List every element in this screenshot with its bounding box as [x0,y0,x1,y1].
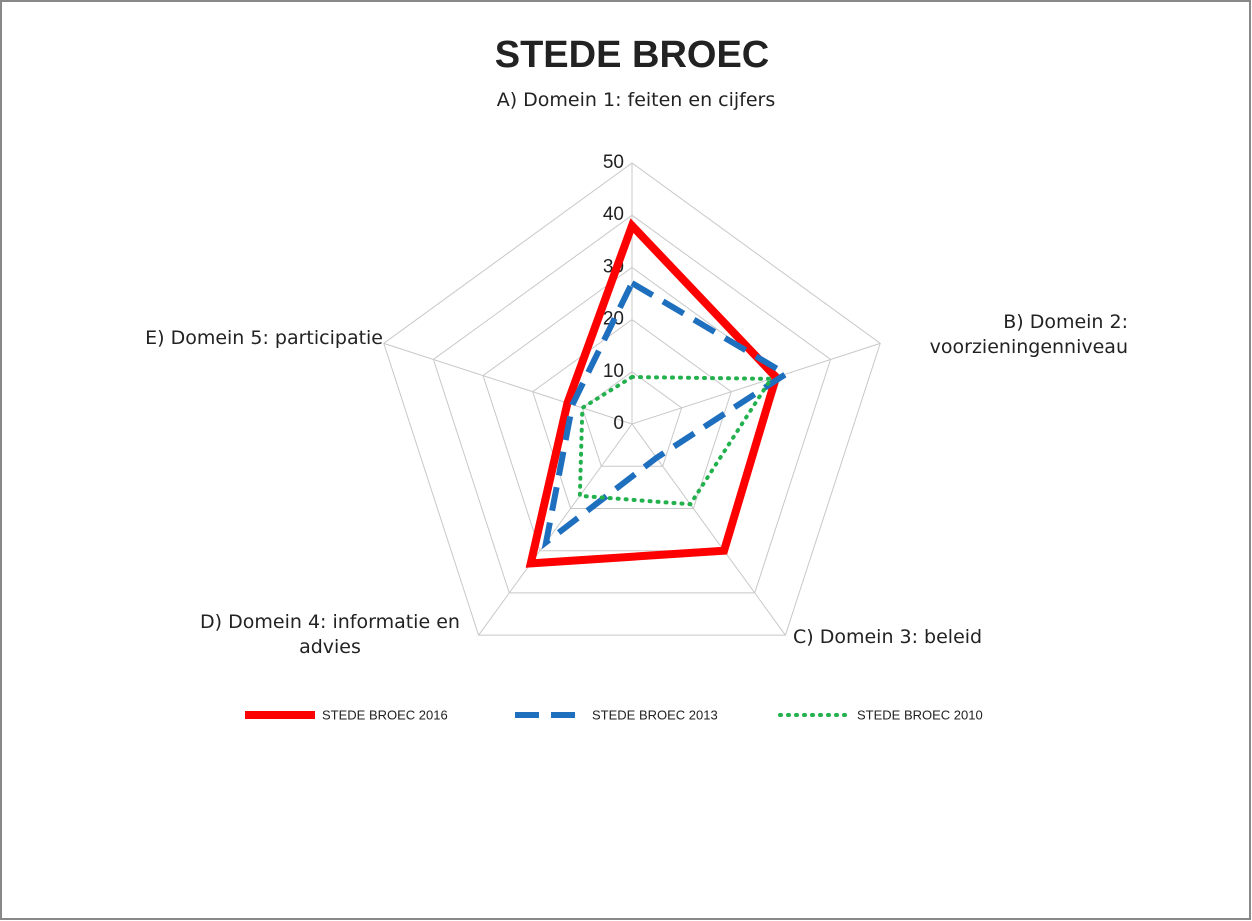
grid-ring [532,318,732,509]
category-label: C) Domein 3: beleid [793,626,983,648]
category-label: A) Domein 1: feiten en cijfers [496,89,776,111]
series-line [577,375,775,507]
category-label: B) Domein 2: voorzieningenniveau [929,311,1128,358]
category-label: D) Domein 4: informatie en advies [200,611,460,658]
spoke [478,423,633,636]
legend-label: STEDE BROEC 2013 [592,707,718,722]
category-label: E) Domein 5: participatie [145,327,383,349]
legend-label: STEDE BROEC 2016 [322,707,448,722]
grid-ring [432,214,832,594]
r-tick-label: 50 [603,152,624,173]
r-tick-label: 10 [603,361,624,382]
r-tick-label: 0 [613,413,624,434]
spoke [631,342,881,425]
grid-ring [383,162,881,636]
series-line [541,278,792,550]
legend-label: STEDE BROEC 2010 [857,707,983,722]
series-line [525,218,781,568]
chart-title: STEDE BROEC [495,34,769,76]
spoke [383,342,633,425]
r-tick-label: 40 [603,204,624,225]
